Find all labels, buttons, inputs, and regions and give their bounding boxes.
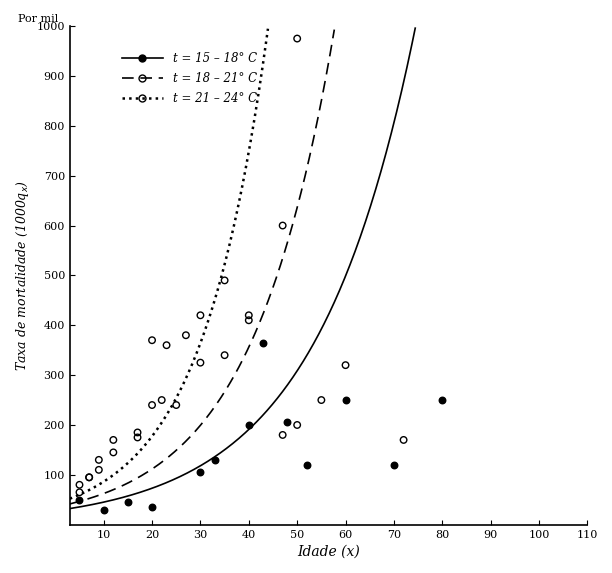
Point bbox=[278, 430, 288, 439]
Point bbox=[94, 456, 103, 465]
Point bbox=[244, 421, 254, 430]
Point bbox=[195, 311, 205, 320]
Point bbox=[147, 503, 157, 512]
Point bbox=[84, 473, 94, 482]
Point bbox=[341, 395, 351, 405]
Text: Por mil: Por mil bbox=[18, 14, 58, 23]
Point bbox=[210, 456, 220, 465]
Point bbox=[220, 276, 230, 285]
Point bbox=[195, 468, 205, 477]
Point bbox=[84, 473, 94, 482]
Y-axis label: Taxa de mortalidade (1000q$_x$): Taxa de mortalidade (1000q$_x$) bbox=[14, 180, 31, 371]
Point bbox=[75, 495, 84, 504]
Point bbox=[133, 428, 143, 437]
X-axis label: Idade (x): Idade (x) bbox=[297, 545, 360, 559]
Point bbox=[147, 401, 157, 410]
Point bbox=[75, 488, 84, 497]
Point bbox=[283, 418, 293, 427]
Point bbox=[123, 498, 133, 507]
Point bbox=[75, 480, 84, 489]
Point bbox=[171, 401, 181, 410]
Point bbox=[293, 34, 302, 43]
Point bbox=[389, 460, 399, 469]
Point bbox=[398, 435, 408, 445]
Point bbox=[302, 460, 312, 469]
Legend: t = 15 – 18° C, t = 18 – 21° C, t = 21 – 24° C: t = 15 – 18° C, t = 18 – 21° C, t = 21 –… bbox=[117, 47, 261, 109]
Point bbox=[341, 360, 351, 370]
Point bbox=[244, 311, 254, 320]
Point bbox=[108, 448, 118, 457]
Point bbox=[293, 421, 302, 430]
Point bbox=[108, 435, 118, 445]
Point bbox=[316, 395, 326, 405]
Point bbox=[162, 340, 171, 350]
Point bbox=[157, 395, 166, 405]
Point bbox=[147, 336, 157, 345]
Point bbox=[94, 465, 103, 474]
Point bbox=[99, 505, 108, 515]
Point bbox=[244, 316, 254, 325]
Point bbox=[278, 221, 288, 230]
Point bbox=[220, 351, 230, 360]
Point bbox=[133, 433, 143, 442]
Point bbox=[258, 338, 268, 347]
Point bbox=[181, 331, 191, 340]
Point bbox=[438, 395, 447, 405]
Point bbox=[195, 358, 205, 367]
